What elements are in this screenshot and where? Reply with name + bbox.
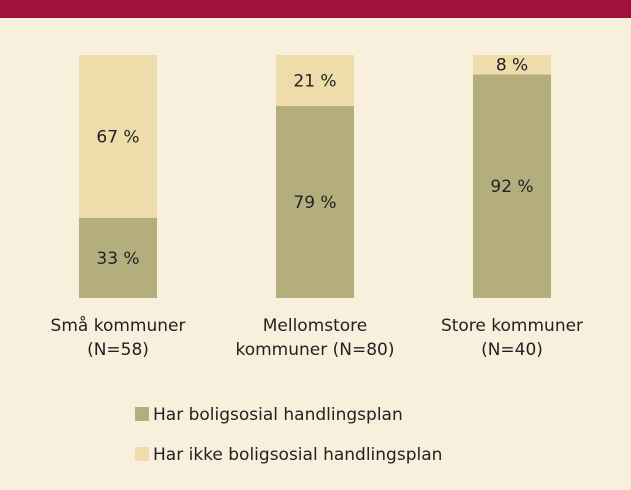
bar-segment <box>79 217 157 298</box>
value-label: 33 % <box>96 249 139 269</box>
value-label: 8 % <box>496 56 528 76</box>
x-tick-label: (N=40) <box>481 340 543 360</box>
x-tick-label: (N=58) <box>87 340 149 360</box>
legend-label: Har boligsosial handlingsplan <box>153 405 403 425</box>
x-tick-label: Små kommuner <box>51 315 186 336</box>
bar-segment <box>276 106 354 298</box>
legend-swatch <box>135 407 149 421</box>
legend-swatch <box>135 447 149 461</box>
value-label: 79 % <box>293 193 336 213</box>
bar-segment <box>79 55 157 218</box>
x-tick-label: Store kommuner <box>441 316 583 336</box>
x-tick-label: Mellomstore <box>263 316 368 336</box>
x-tick-label: kommuner (N=80) <box>235 340 394 360</box>
header-bar <box>0 0 631 18</box>
legend-label: Har ikke boligsosial handlingsplan <box>153 445 442 465</box>
bar-segment <box>473 74 551 298</box>
bar-segment <box>473 55 551 75</box>
value-label: 21 % <box>293 72 336 92</box>
value-label: 92 % <box>490 177 533 197</box>
bar-segment <box>276 55 354 107</box>
value-label: 67 % <box>96 127 139 147</box>
